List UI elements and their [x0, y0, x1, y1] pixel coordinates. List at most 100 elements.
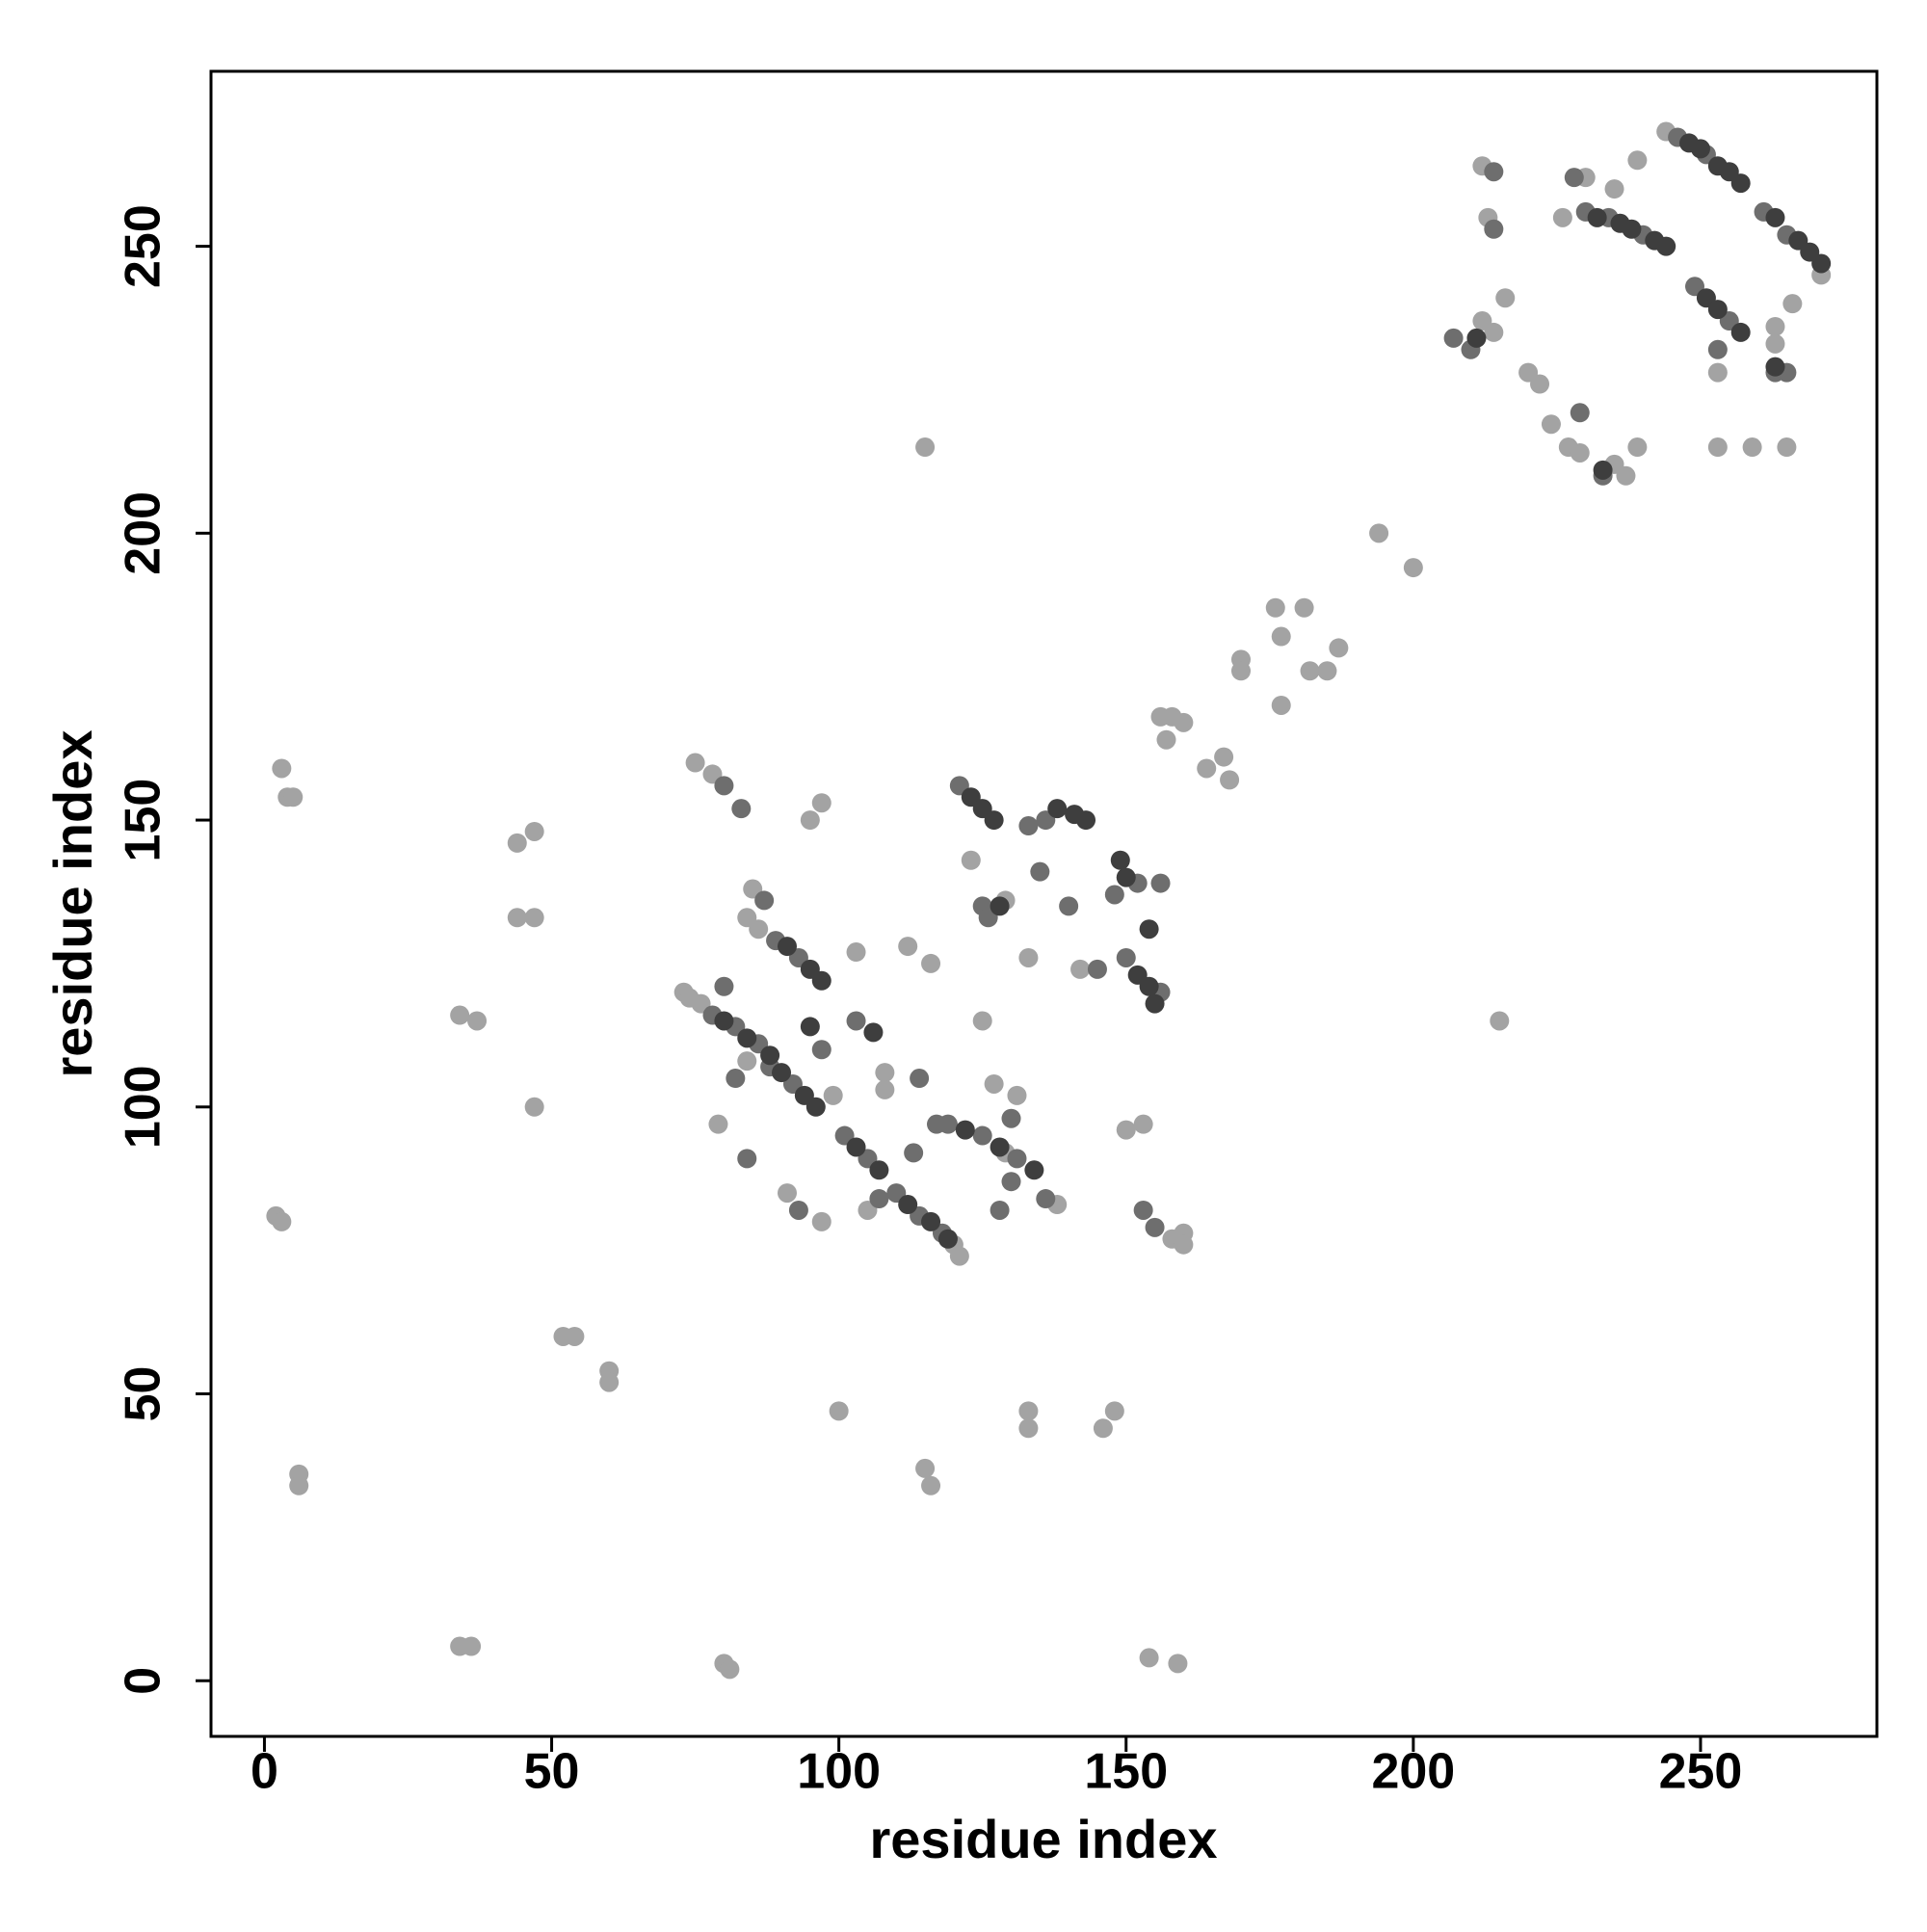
point [1271, 626, 1291, 647]
point [1093, 1418, 1113, 1439]
point [1403, 558, 1423, 578]
point [737, 1028, 757, 1048]
point [1707, 339, 1728, 359]
point [811, 1040, 832, 1060]
point [1174, 1234, 1194, 1255]
point [1730, 322, 1751, 342]
y-tick-label: 50 [116, 1366, 172, 1422]
point [1030, 861, 1050, 882]
point [565, 1326, 585, 1346]
point [507, 833, 527, 853]
point [1552, 207, 1572, 227]
point [915, 1458, 936, 1478]
point [1018, 1401, 1039, 1421]
point [1087, 959, 1107, 979]
point [1765, 316, 1785, 336]
point [829, 1401, 849, 1421]
point [599, 1372, 620, 1392]
point [1570, 442, 1590, 463]
point [1116, 947, 1136, 967]
point [1707, 300, 1728, 320]
point [272, 758, 292, 779]
point [961, 850, 981, 870]
point [1730, 173, 1751, 194]
point [1230, 661, 1251, 681]
point [1156, 729, 1176, 750]
point [1777, 437, 1797, 458]
point [1495, 288, 1516, 308]
point [1742, 437, 1762, 458]
point [1530, 374, 1550, 394]
point [927, 1114, 947, 1134]
x-tick-label: 0 [251, 1744, 278, 1800]
point [898, 937, 918, 957]
point [869, 1189, 889, 1209]
point [1018, 816, 1039, 836]
point [937, 1229, 958, 1249]
point [1145, 993, 1165, 1014]
point [1484, 322, 1504, 342]
point [915, 437, 936, 458]
point [990, 1137, 1010, 1157]
point [805, 1097, 826, 1117]
point [1133, 1114, 1153, 1134]
point [990, 1200, 1010, 1220]
point [910, 1069, 930, 1089]
point [1656, 236, 1676, 256]
point [1443, 328, 1464, 348]
point [1139, 976, 1159, 996]
point [1110, 850, 1130, 870]
point [811, 793, 832, 813]
plot-frame [209, 69, 1879, 1738]
point [1604, 179, 1624, 199]
point [1139, 1648, 1159, 1668]
point [1018, 947, 1039, 967]
point [772, 1063, 792, 1083]
point [1001, 1172, 1021, 1192]
point [1317, 661, 1337, 681]
y-tick-label: 250 [116, 204, 172, 288]
point [1047, 799, 1068, 819]
point [1622, 219, 1642, 239]
point [863, 1022, 884, 1043]
point [1104, 885, 1124, 905]
point [823, 1085, 843, 1105]
point [283, 787, 304, 807]
point [1197, 758, 1217, 779]
point [846, 1011, 866, 1031]
x-tick-label: 200 [1371, 1744, 1455, 1800]
y-tick-label: 150 [116, 779, 172, 862]
point [749, 919, 769, 940]
point [726, 1069, 746, 1089]
point [731, 799, 752, 819]
y-tick-label: 100 [116, 1065, 172, 1149]
point [1036, 1189, 1056, 1209]
x-tick-label: 50 [524, 1744, 580, 1800]
point [754, 890, 775, 911]
point [846, 1137, 866, 1157]
point [1484, 162, 1504, 182]
point [1001, 1108, 1021, 1128]
point [898, 1195, 918, 1215]
point [921, 1475, 941, 1495]
point [1116, 867, 1136, 887]
point [800, 1017, 820, 1037]
point [1627, 437, 1648, 458]
point [984, 1073, 1004, 1094]
point [737, 1149, 757, 1169]
point [1024, 1160, 1044, 1180]
point [921, 953, 941, 973]
point [788, 1200, 808, 1220]
point [1707, 362, 1728, 383]
x-tick-label: 100 [797, 1744, 881, 1800]
point [875, 1079, 895, 1099]
point [1265, 597, 1285, 618]
point [1168, 1654, 1188, 1674]
point [1593, 460, 1613, 480]
point [1294, 597, 1314, 618]
point [1070, 959, 1091, 979]
point [714, 976, 734, 996]
point [972, 1125, 992, 1146]
